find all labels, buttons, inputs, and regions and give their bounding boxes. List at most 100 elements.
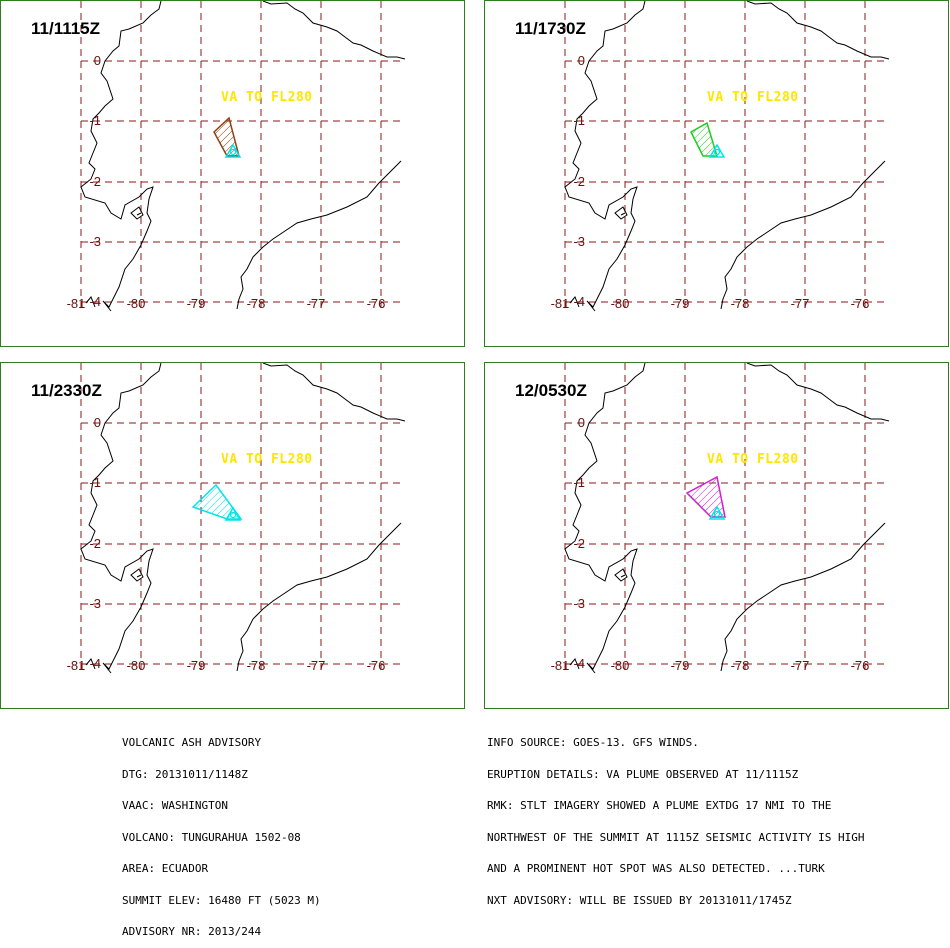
lon-tick-label: -81 — [551, 296, 570, 311]
lon-tick-label: -76 — [851, 658, 870, 673]
va-label: VA TO FL280 — [707, 452, 799, 467]
coastline — [262, 363, 406, 422]
summit-marker-icon — [708, 505, 726, 520]
lon-tick-label: -77 — [791, 658, 810, 673]
ash-plume — [690, 121, 719, 157]
coastline — [80, 363, 162, 674]
lon-tick-label: -78 — [247, 296, 266, 311]
lat-tick-label: -1 — [573, 475, 585, 490]
advisory-line: VAAC: WASHINGTON — [122, 799, 228, 812]
panel-time: 11/1115Z — [31, 19, 101, 38]
lon-tick-label: -80 — [127, 658, 146, 673]
lat-tick-label: -2 — [573, 174, 585, 189]
lat-tick-label: -3 — [89, 234, 101, 249]
lat-tick-label: -2 — [573, 536, 585, 551]
coastline — [85, 296, 96, 308]
volcano-dot-icon — [713, 148, 721, 156]
advisory-line: ADVISORY NR: 2013/244 — [122, 925, 262, 938]
advisory-left: VOLCANIC ASH ADVISORY DTG: 20131011/1148… — [122, 717, 321, 948]
lon-tick-label: -80 — [611, 296, 630, 311]
border-line — [236, 522, 402, 672]
coastline — [564, 363, 646, 674]
lon-tick-label: -79 — [671, 296, 690, 311]
advisory-line: NXT ADVISORY: WILL BE ISSUED BY 20131011… — [487, 893, 792, 907]
map-canvas: 0 -1 -2 -3 -4-81 -80 -79 -78 -77 -76 VA TO FL280 — [67, 1, 406, 312]
coastline — [569, 296, 580, 308]
va-label: VA TO FL280 — [221, 452, 313, 467]
lon-tick-label: -77 — [791, 296, 810, 311]
lon-tick-label: -79 — [671, 658, 690, 673]
summit-marker-icon — [224, 506, 242, 521]
lon-tick-label: -76 — [851, 296, 870, 311]
lat-tick-label: -3 — [573, 234, 585, 249]
panel-time: 11/2330Z — [31, 381, 102, 400]
lon-tick-label: -81 — [67, 296, 86, 311]
coastline — [614, 206, 628, 220]
lat-tick-label: -4 — [89, 656, 101, 671]
lon-tick-label: -80 — [127, 296, 146, 311]
coastline — [80, 1, 162, 312]
panel-time: 12/0530Z — [515, 381, 587, 400]
advisory-line: INFO SOURCE: GOES-13. GFS WINDS. — [487, 736, 699, 749]
summit-marker-icon — [708, 143, 726, 158]
coastline — [130, 568, 144, 582]
lon-tick-label: -80 — [611, 658, 630, 673]
va-label: VA TO FL280 — [707, 90, 799, 105]
lon-tick-label: -79 — [187, 296, 206, 311]
lon-tick-label: -78 — [731, 296, 750, 311]
lon-tick-label: -78 — [247, 658, 266, 673]
advisory-line: VOLCANO: TUNGURAHUA 1502-08 — [122, 830, 301, 844]
lat-tick-label: -4 — [89, 294, 101, 309]
lat-tick-label: -3 — [573, 596, 585, 611]
coastline — [614, 568, 628, 582]
advisory-right: INFO SOURCE: GOES-13. GFS WINDS. ERUPTIO… — [487, 717, 865, 917]
lat-tick-label: -3 — [89, 596, 101, 611]
summit-marker-icon — [224, 143, 242, 158]
coastline — [85, 658, 96, 670]
coastline — [746, 363, 890, 422]
lat-tick-label: -1 — [89, 113, 101, 128]
volcano-dot-icon — [713, 510, 721, 518]
lon-tick-label: -81 — [67, 658, 86, 673]
lat-tick-label: -4 — [573, 294, 585, 309]
ash-plume — [685, 475, 726, 518]
lon-tick-label: -76 — [367, 658, 386, 673]
lon-tick-label: -81 — [551, 658, 570, 673]
volcano-dot-icon — [229, 148, 237, 156]
map-panel-1: 0 -1 -2 -3 -4 -81 -80 -79 -78 -77 -76 VA TO FL280 1… — [0, 0, 465, 347]
lon-tick-label: -78 — [731, 658, 750, 673]
lat-tick-label: -2 — [89, 174, 101, 189]
lat-tick-label: -2 — [89, 536, 101, 551]
advisory-line: RMK: STLT IMAGERY SHOWED A PLUME EXTDG 1… — [487, 799, 832, 812]
map-panel-2: 0 -1 -2 -3 -4 -81 -80 -79 -78 -77 -76 VA TO FL280 1… — [484, 0, 949, 347]
border-line — [720, 522, 886, 672]
coastline — [569, 658, 580, 670]
advisory-line: SUMMIT ELEV: 16480 FT (5023 M) — [122, 893, 321, 907]
lon-tick-label: -79 — [187, 658, 206, 673]
lat-tick-label: 0 — [578, 415, 585, 430]
lat-tick-label: 0 — [578, 53, 585, 68]
map-panel-3: 0 -1 -2 -3 -4 -81 -80 -79 -78 -77 -76 VA TO FL280 1… — [0, 362, 465, 709]
advisory-line: NORTHWEST OF THE SUMMIT AT 1115Z SEISMIC… — [487, 830, 865, 844]
advisory-line: ERUPTION DETAILS: VA PLUME OBSERVED AT 1… — [487, 767, 799, 781]
lat-tick-label: -4 — [573, 656, 585, 671]
lat-tick-label: -1 — [89, 475, 101, 490]
volcano-dot-icon — [229, 511, 237, 519]
lon-tick-label: -76 — [367, 296, 386, 311]
va-label: VA TO FL280 — [221, 90, 313, 105]
lon-tick-label: -77 — [307, 296, 326, 311]
ash-plume — [191, 483, 243, 520]
panel-time: 11/1730Z — [515, 19, 586, 38]
lat-tick-label: 0 — [94, 415, 101, 430]
lat-tick-label: -1 — [573, 113, 585, 128]
map-canvas: 0 -1 -2 -3 -4-81 -80 -79 -78 -77 -76 VA TO FL280 — [67, 363, 406, 674]
border-line — [720, 160, 886, 310]
map-panel-4: 0 -1 -2 -3 -4 -81 -80 -79 -78 -77 -76 VA TO FL280 1… — [484, 362, 949, 709]
lon-tick-label: -77 — [307, 658, 326, 673]
lat-tick-label: 0 — [94, 53, 101, 68]
coastline — [262, 1, 406, 60]
border-line — [236, 160, 402, 310]
coastline — [746, 1, 890, 60]
advisory-line: VOLCANIC ASH ADVISORY — [122, 736, 262, 749]
coastline — [564, 1, 646, 312]
